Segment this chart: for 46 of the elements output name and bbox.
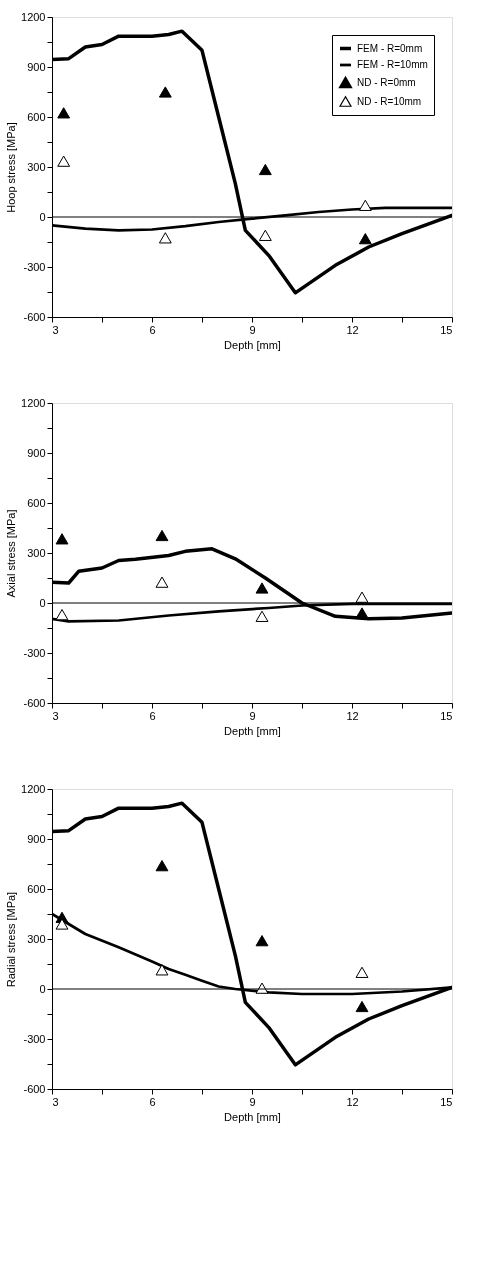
x-tick-label: 3	[52, 709, 59, 722]
y-tick-label: -300	[23, 260, 46, 273]
x-tick-label: 6	[149, 1095, 156, 1108]
x-tick-label: 12	[346, 1095, 359, 1108]
y-axis-title: Radial stress [MPa]	[5, 891, 18, 988]
y-tick-label: 300	[27, 546, 46, 559]
y-tick-label: 0	[39, 596, 46, 609]
y-tick-label: 600	[27, 496, 46, 509]
y-tick-label: 300	[27, 932, 46, 945]
y-tick-label: -600	[23, 696, 46, 709]
y-tick-label: 900	[27, 446, 46, 459]
x-tick-label: 3	[52, 323, 59, 336]
y-tick-label: 1200	[21, 10, 46, 23]
legend-label: FEM - R=0mm	[357, 42, 423, 54]
y-axis-title: Axial stress [MPa]	[5, 509, 18, 598]
x-axis-title: Depth [mm]	[224, 724, 281, 737]
legend-label: ND - R=10mm	[357, 95, 422, 107]
x-tick-label: 15	[440, 709, 453, 722]
legend-label: ND - R=0mm	[357, 76, 416, 88]
y-tick-label: 600	[27, 882, 46, 895]
x-tick-label: 6	[149, 323, 156, 336]
x-tick-label: 15	[440, 1095, 453, 1108]
x-tick-label: 9	[249, 323, 256, 336]
y-axis-title: Hoop stress [MPa]	[5, 122, 18, 213]
x-tick-label: 3	[52, 1095, 59, 1108]
y-tick-label: -600	[23, 310, 46, 323]
y-tick-label: 900	[27, 60, 46, 73]
x-tick-label: 6	[149, 709, 156, 722]
y-tick-label: 1200	[21, 396, 46, 409]
y-tick-label: 1200	[21, 782, 46, 795]
x-axis-title: Depth [mm]	[224, 1110, 281, 1123]
y-tick-label: -300	[23, 1032, 46, 1045]
legend-label: FEM - R=10mm	[357, 59, 428, 70]
y-tick-label: 600	[27, 110, 46, 123]
y-tick-label: 300	[27, 160, 46, 173]
y-tick-label: 0	[39, 210, 46, 223]
y-tick-label: -300	[23, 646, 46, 659]
x-tick-label: 9	[249, 709, 256, 722]
y-tick-label: -600	[23, 1082, 46, 1095]
x-tick-label: 15	[440, 323, 453, 336]
x-axis-title: Depth [mm]	[224, 338, 281, 351]
y-tick-label: 900	[27, 832, 46, 845]
x-tick-label: 12	[346, 323, 359, 336]
x-tick-label: 9	[249, 1095, 256, 1108]
y-tick-label: 0	[39, 982, 46, 995]
x-tick-label: 12	[346, 709, 359, 722]
